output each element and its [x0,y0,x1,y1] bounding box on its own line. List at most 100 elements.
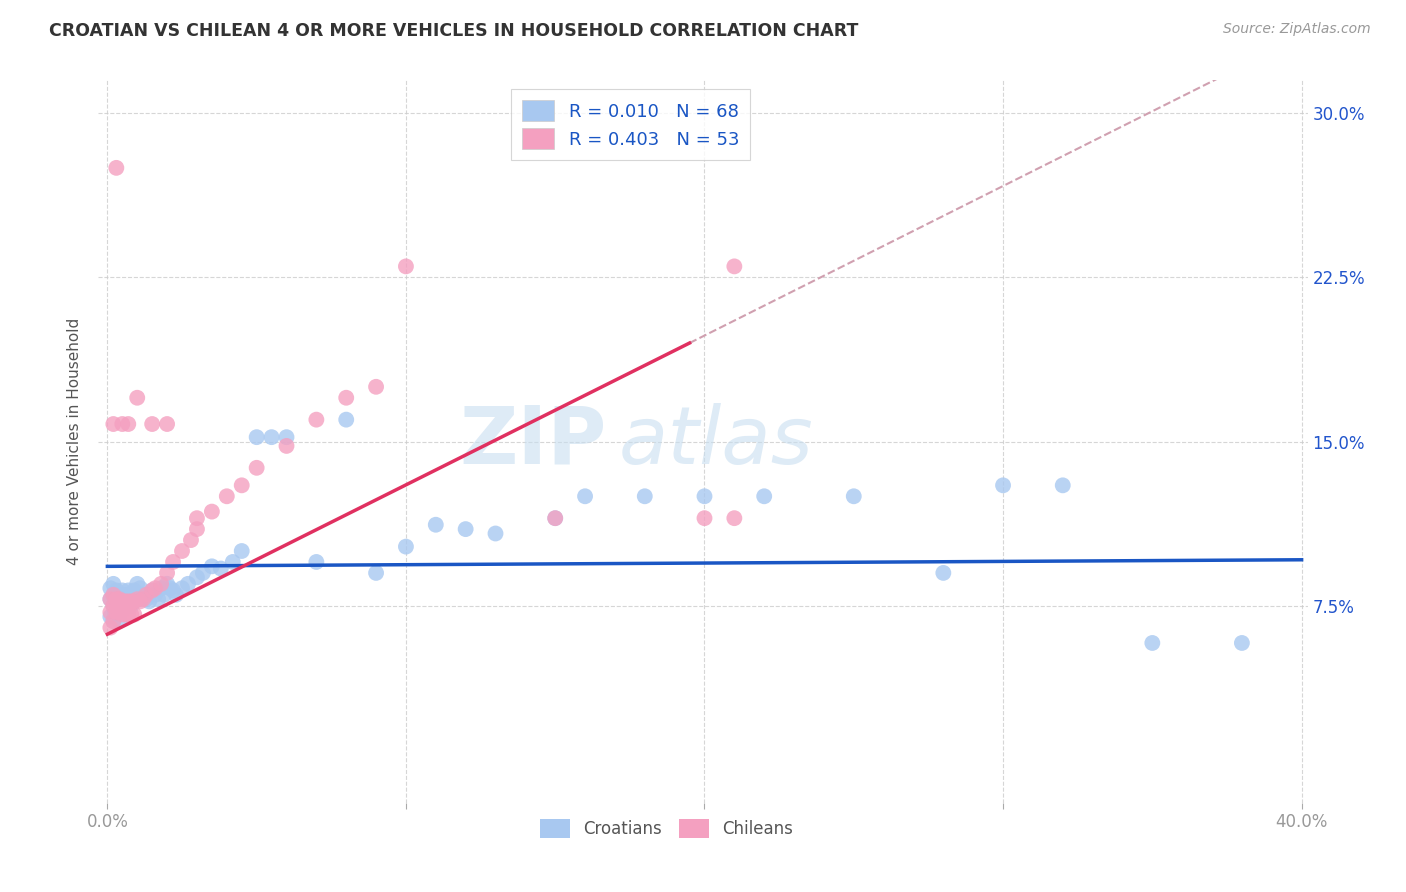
Point [305,412,328,426]
Point [105,592,128,607]
Point [117,607,139,622]
Point [1230,636,1253,650]
Point [186,511,208,525]
Point [574,489,596,503]
Point [991,478,1014,492]
Point [723,260,745,274]
Point [117,594,139,608]
Point [114,607,136,622]
Point [1142,636,1164,650]
Point [150,577,173,591]
Point [754,489,776,503]
Point [141,583,163,598]
Point [364,380,387,394]
Point [111,417,134,431]
Point [132,592,155,607]
Point [111,592,134,607]
Point [231,544,253,558]
Point [98,592,121,607]
Point [117,417,139,431]
Point [127,592,149,607]
Point [276,430,298,444]
Point [305,555,328,569]
Point [201,505,224,519]
Point [108,599,131,613]
Point [114,599,136,613]
Text: Source: ZipAtlas.com: Source: ZipAtlas.com [1223,22,1371,37]
Point [170,544,193,558]
Point [191,566,214,580]
Point [122,594,145,608]
Point [335,412,357,426]
Point [180,533,202,547]
Point [693,511,716,525]
Point [159,581,181,595]
Text: CROATIAN VS CHILEAN 4 OR MORE VEHICLES IN HOUSEHOLD CORRELATION CHART: CROATIAN VS CHILEAN 4 OR MORE VEHICLES I… [49,22,859,40]
Point [260,430,283,444]
Point [129,594,152,608]
Legend: Croatians, Chileans: Croatians, Chileans [534,813,800,845]
Point [395,260,418,274]
Point [276,439,298,453]
Point [108,592,131,607]
Point [425,517,447,532]
Point [127,592,149,607]
Point [215,489,238,503]
Point [170,581,193,595]
Point [120,588,142,602]
Point [246,460,269,475]
Point [127,577,149,591]
Point [103,577,125,591]
Point [117,594,139,608]
Point [105,583,128,598]
Point [111,603,134,617]
Point [103,614,125,628]
Point [108,614,131,628]
Point [395,540,418,554]
Point [723,511,745,525]
Point [201,559,224,574]
Point [98,581,121,595]
Point [132,588,155,602]
Point [98,609,121,624]
Point [335,391,357,405]
Point [98,605,121,619]
Point [135,588,157,602]
Text: atlas: atlas [619,402,813,481]
Point [138,594,160,608]
Point [105,605,128,619]
Point [141,583,163,598]
Point [162,583,184,598]
Point [122,583,145,598]
Point [544,511,567,525]
Point [111,594,134,608]
Point [120,599,142,613]
Point [153,588,176,602]
Point [108,588,131,602]
Point [177,577,200,591]
Point [98,621,121,635]
Point [117,583,139,598]
Point [484,526,506,541]
Point [141,417,163,431]
Point [231,478,253,492]
Point [103,588,125,602]
Point [364,566,387,580]
Point [98,592,121,607]
Point [114,594,136,608]
Point [129,581,152,595]
Point [932,566,955,580]
Text: ZIP: ZIP [458,402,606,481]
Point [634,489,657,503]
Point [209,561,232,575]
Point [105,594,128,608]
Point [114,588,136,602]
Point [103,417,125,431]
Point [120,594,142,608]
Point [842,489,865,503]
Point [186,522,208,536]
Point [143,581,166,595]
Point [186,570,208,584]
Point [127,391,149,405]
Point [222,555,245,569]
